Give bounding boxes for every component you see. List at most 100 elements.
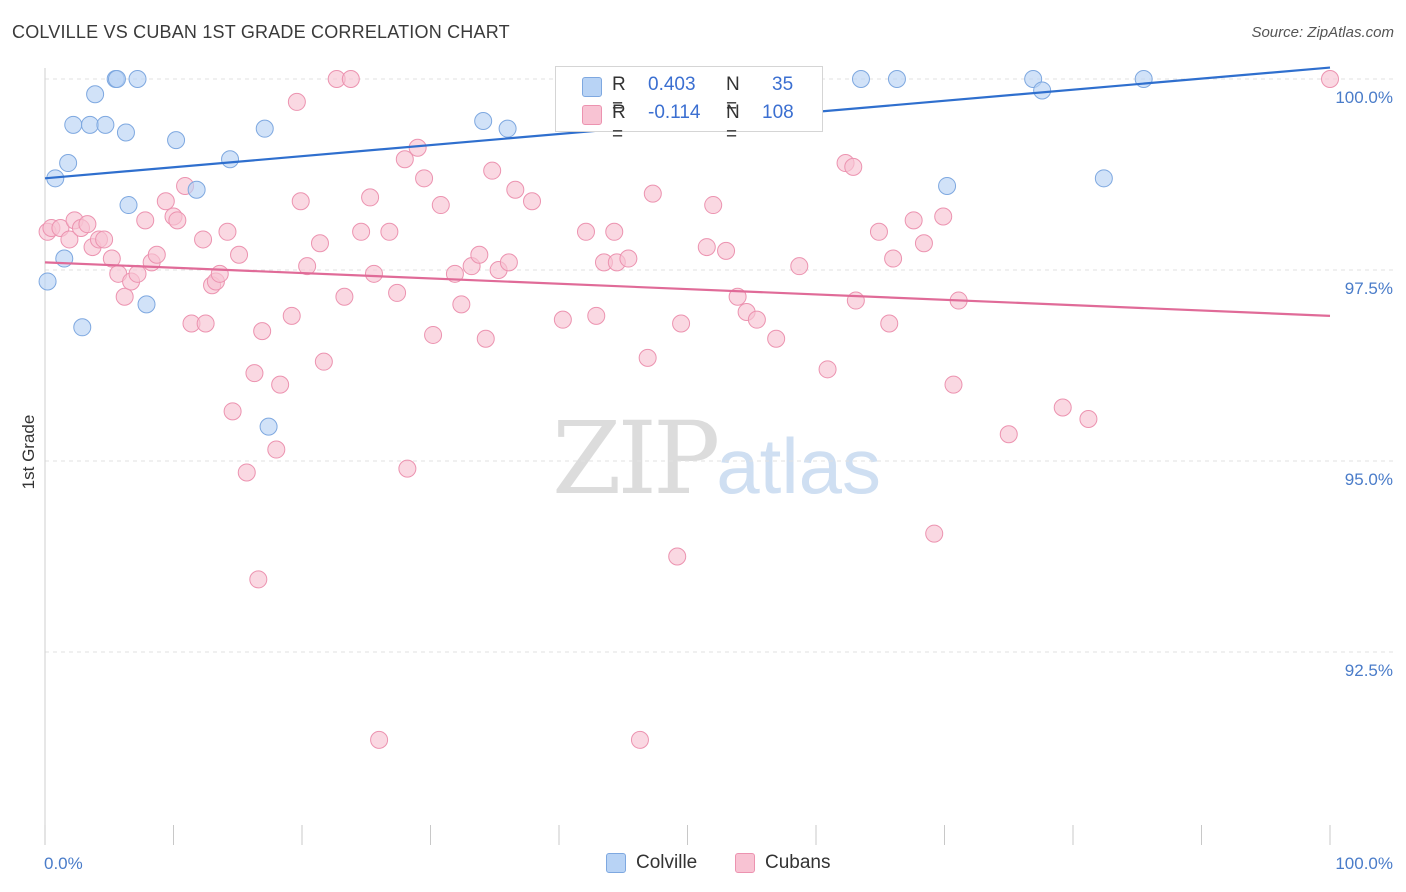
cubans-point [999,425,1018,444]
colville-point [255,119,274,138]
colville-point [137,295,156,314]
cubans-point [210,264,229,283]
cubans-point [630,730,649,749]
cubans-point [310,234,329,253]
cubans-point [352,222,371,241]
cubans-point [282,306,301,325]
cubans-point [245,364,264,383]
bottom-colville-label: Colville [636,852,698,873]
colville-point [73,318,92,337]
cubans-point [431,196,450,215]
cubans-point [904,211,923,230]
cubans-n-value: 108 [762,102,794,123]
cubans-point [619,249,638,268]
cubans-point [237,463,256,482]
cubans-point [844,157,863,176]
cubans-point [818,360,837,379]
cubans-point [914,234,933,253]
cubans-point [415,169,434,188]
colville-point [107,70,126,88]
cubans-point [230,245,249,264]
colville-point [128,70,147,88]
colville-point [59,154,78,173]
colville-point [96,115,115,134]
cubans-point [398,459,417,478]
cubans-swatch [582,105,602,125]
cubans-point [1321,70,1339,88]
cubans-point [314,352,333,371]
cubans-point [747,310,766,329]
cubans-point [361,188,380,207]
colville-point [1094,169,1113,188]
cubans-point [925,524,944,543]
cubans-point [869,222,888,241]
cubans-point [115,287,134,306]
cubans-point [380,222,399,241]
cubans-point [168,211,187,230]
colville-point [38,272,57,291]
cubans-point [194,230,213,249]
cubans-point [576,222,595,241]
cubans-point [1079,409,1098,428]
y-tick-label: 95.0% [1345,470,1393,489]
cubans-point [291,192,310,211]
cubans-point [672,314,691,333]
colville-r-label: R = [612,74,626,117]
colville-n-value: 35 [772,74,794,95]
cubans-point [476,329,495,348]
y-tick-label: 100.0% [1335,88,1393,107]
cubans-trend-line [44,261,1331,317]
cubans-point [668,547,687,566]
cubans-point [1053,398,1072,417]
y-axis-title: 1st Grade [19,415,38,490]
source-credit: Source: ZipAtlas.com [1251,24,1394,41]
cubans-point [846,291,865,310]
cubans-point [499,253,518,272]
bottom-cubans-label: Cubans [765,852,831,873]
colville-n-label: N = [726,74,740,117]
cubans-point [364,264,383,283]
cubans-point [587,306,606,325]
bottom-colville-swatch [606,853,626,873]
colville-point [851,70,870,88]
cubans-point [102,249,121,268]
cubans-point [790,257,809,276]
cubans-point [506,180,525,199]
cubans-point [767,329,786,348]
cubans-point [424,325,443,344]
cubans-point [287,92,306,111]
y-tick-label: 92.5% [1345,661,1393,680]
cubans-point [934,207,953,226]
cubans-r-label: R = [612,102,626,145]
cubans-point [223,402,242,421]
colville-point [86,85,105,104]
colville-point [64,115,83,134]
cubans-point [388,283,407,302]
colville-swatch [582,77,602,97]
cubans-point [335,287,354,306]
cubans-point [880,314,899,333]
cubans-point [697,238,716,257]
cubans-point [370,730,389,749]
colville-r-value: 0.403 [648,74,696,95]
cubans-point [253,322,272,341]
cubans-point [78,215,97,234]
colville-point [1033,81,1052,100]
cubans-point [271,375,290,394]
colville-point [938,176,957,195]
cubans-r-value: -0.114 [648,102,701,123]
bottom-cubans-swatch [735,853,755,873]
cubans-point [60,230,79,249]
colville-point [474,112,493,131]
cubans-point [483,161,502,180]
cubans-point [267,440,286,459]
y-tick-label: 97.5% [1345,279,1393,298]
cubans-point [728,287,747,306]
colville-point [80,115,99,134]
cubans-point [944,375,963,394]
colville-point [119,196,138,215]
colville-point [187,180,206,199]
cubans-point [452,295,471,314]
cubans-point [638,348,657,367]
